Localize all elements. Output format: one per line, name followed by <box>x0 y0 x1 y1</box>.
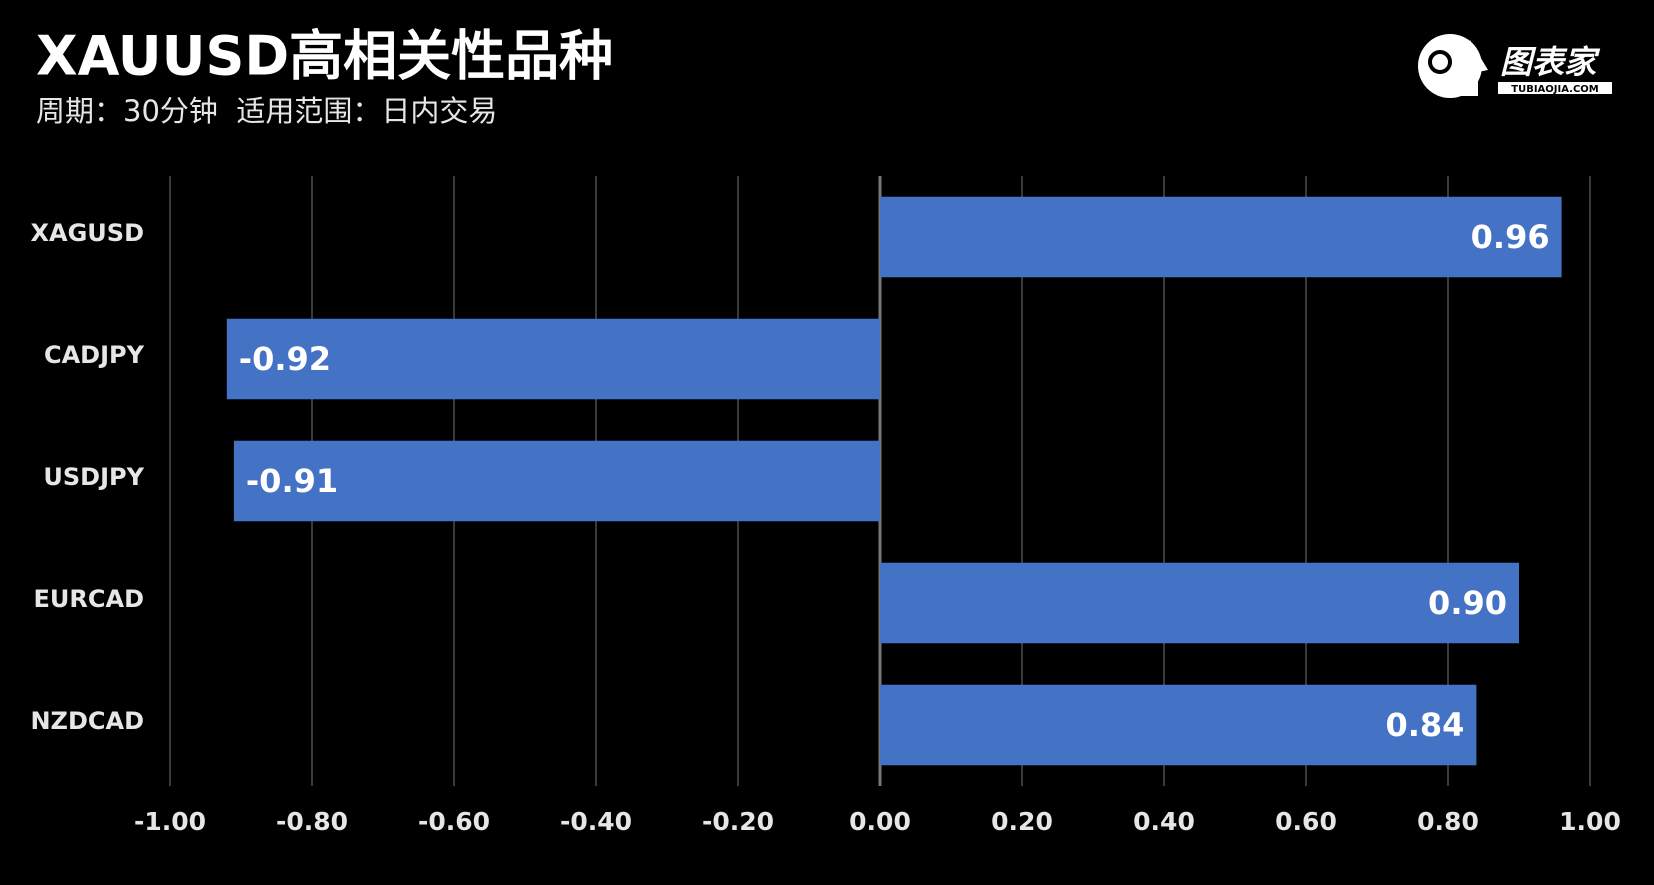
x-tick-label: 0.60 <box>1275 807 1337 836</box>
value-label: 0.90 <box>1428 584 1507 622</box>
y-tick-label: XAGUSD <box>31 219 144 247</box>
x-tick-label: -0.80 <box>276 807 348 836</box>
y-tick-label: NZDCAD <box>30 707 144 735</box>
value-label: -0.92 <box>239 340 331 378</box>
x-tick-label: -0.40 <box>560 807 632 836</box>
value-label: -0.91 <box>246 462 338 500</box>
x-tick-label: 0.80 <box>1417 807 1479 836</box>
logo-name: 图表家 <box>1500 43 1601 81</box>
value-label: 0.84 <box>1385 706 1464 744</box>
x-tick-label: -1.00 <box>134 807 206 836</box>
y-tick-label: EURCAD <box>34 585 144 613</box>
bar <box>226 318 881 400</box>
x-tick-label: -0.20 <box>702 807 774 836</box>
logo-icon-detail <box>1428 50 1452 74</box>
logo-icon-detail <box>1462 40 1488 96</box>
x-tick-label: 0.40 <box>1133 807 1195 836</box>
chart-title: XAUUSD高相关性品种 <box>36 25 613 88</box>
x-tick-label: -0.60 <box>418 807 490 836</box>
x-tick-label: 0.00 <box>849 807 911 836</box>
y-tick-label: USDJPY <box>43 463 144 491</box>
logo-domain-bg <box>1498 82 1612 94</box>
bar <box>880 684 1477 766</box>
x-tick-label: 0.20 <box>991 807 1053 836</box>
chart-subtitle: 周期：30分钟 适用范围：日内交易 <box>36 94 497 128</box>
logo-domain: TUBIAOJIA.COM <box>1511 84 1599 95</box>
y-tick-label: CADJPY <box>44 341 145 369</box>
x-tick-label: 1.00 <box>1559 807 1621 836</box>
bar <box>880 196 1562 278</box>
bar <box>233 440 880 522</box>
logo: 图表家 TUBIAOJIA.COM <box>1418 34 1612 98</box>
bar <box>880 562 1519 644</box>
value-label: 0.96 <box>1471 218 1550 256</box>
